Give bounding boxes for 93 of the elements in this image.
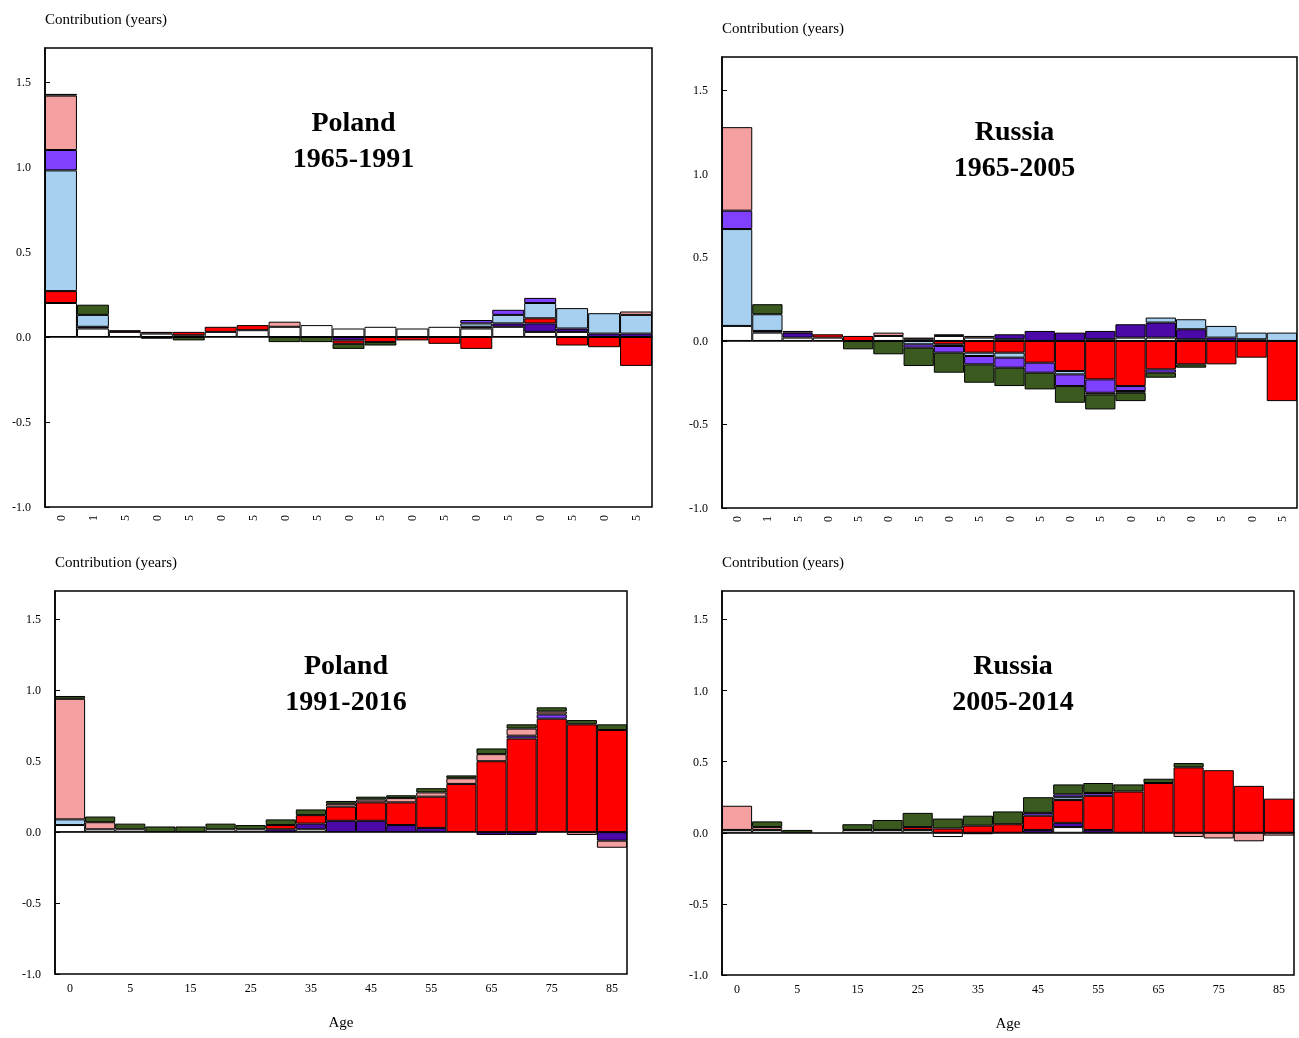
x-tick-label: 0 (820, 516, 835, 522)
y-tick-label: 1.5 (16, 75, 31, 89)
x-tick-label: 0 (469, 515, 484, 521)
y-tick-label: -0.5 (689, 896, 708, 911)
x-tick-label: 5 (501, 515, 516, 521)
y-tick-label: -0.5 (22, 896, 41, 911)
bar (536, 707, 567, 712)
x-tick-label: 25 (911, 982, 924, 996)
y-tick-label: 0.5 (693, 250, 708, 265)
x-tick-label: 0 (881, 516, 896, 522)
y-tick-label: 0.5 (26, 754, 41, 769)
x-tick-label: 5 (1153, 516, 1168, 522)
x-tick-label: 15 (851, 982, 864, 996)
x-tick-label: 65 (1152, 982, 1165, 996)
x-tick-label: 0 (213, 515, 228, 521)
x-tick-label: 0 (1123, 516, 1138, 522)
x-tick-label: 0 (533, 515, 548, 521)
x-tick-label: 15 (184, 981, 197, 995)
y-axis-title: Contribution (years) (722, 19, 845, 37)
y-tick-label: 0.5 (16, 245, 31, 259)
y-tick-label: -1.0 (22, 967, 41, 981)
x-tick-label: 35 (304, 981, 317, 995)
y-axis-title: Contribution (years) (55, 553, 178, 571)
x-tick-label: 5 (629, 515, 644, 521)
x-tick-label: 0 (597, 515, 612, 521)
x-tick-label: 5 (309, 515, 324, 521)
x-axis-title: Age (995, 1014, 1021, 1031)
x-tick-label: 0 (405, 515, 420, 521)
x-tick-label: 5 (851, 516, 866, 522)
y-tick-label: 0.0 (16, 330, 31, 344)
y-tick-label: 1.0 (693, 683, 708, 698)
x-tick-label: 5 (565, 515, 580, 521)
x-tick-label: 0 (1063, 516, 1078, 522)
x-tick-label: 0 (67, 981, 74, 995)
x-tick-label: 5 (794, 982, 801, 996)
x-tick-label: 75 (1212, 982, 1225, 996)
x-tick-label: 85 (605, 981, 618, 995)
x-tick-label: 55 (1092, 982, 1105, 996)
y-tick-label: -1.0 (689, 968, 708, 982)
x-tick-label: 45 (365, 981, 378, 995)
x-tick-label: 25 (244, 981, 257, 995)
y-tick-label: -1.0 (689, 501, 708, 515)
x-tick-label: 0 (277, 515, 292, 521)
x-tick-label: 0 (1244, 516, 1259, 522)
x-tick-label: 5 (117, 515, 132, 521)
y-tick-label: -0.5 (12, 415, 31, 429)
x-tick-label: 0 (53, 515, 68, 521)
x-tick-label: 0 (1184, 516, 1199, 522)
x-tick-label: 5 (437, 515, 452, 521)
x-tick-label: 5 (1214, 516, 1229, 522)
y-axis-title: Contribution (years) (722, 553, 845, 571)
x-tick-label: 5 (790, 516, 805, 522)
x-tick-label: 1 (760, 516, 775, 522)
x-tick-label: 45 (1032, 982, 1045, 996)
y-tick-label: 0.5 (693, 754, 708, 769)
x-tick-label: 5 (972, 516, 987, 522)
y-tick-label: -1.0 (12, 500, 31, 514)
x-tick-label: 65 (485, 981, 498, 995)
y-tick-label: 0.0 (693, 825, 708, 840)
y-tick-label: 1.0 (693, 166, 708, 181)
y-tick-label: 1.5 (693, 83, 708, 98)
x-tick-label: 5 (127, 981, 134, 995)
x-tick-label: 5 (1032, 516, 1047, 522)
text: Poland 1965-1991 (292, 105, 415, 173)
text: Russia 1965-2005 (953, 114, 1076, 182)
x-tick-label: 75 (545, 981, 558, 995)
x-tick-label: 5 (1274, 516, 1289, 522)
x-tick-label: 0 (730, 516, 745, 522)
x-tick-label: 5 (911, 516, 926, 522)
y-tick-label: 0.0 (26, 825, 41, 840)
x-tick-label: 1 (85, 515, 100, 521)
y-axis-title: Contribution (years) (45, 10, 168, 28)
x-tick-label: 5 (245, 515, 260, 521)
x-tick-label: 85 (1272, 982, 1285, 996)
x-tick-label: 0 (941, 516, 956, 522)
x-tick-label: 0 (1002, 516, 1017, 522)
x-tick-label: 0 (149, 515, 164, 521)
y-tick-label: -0.5 (689, 417, 708, 432)
y-tick-label: 1.0 (26, 683, 41, 698)
y-tick-label: 1.0 (16, 160, 31, 174)
x-tick-label: 5 (373, 515, 388, 521)
x-tick-label: 5 (1093, 516, 1108, 522)
text: Russia 2005-2014 (952, 648, 1074, 716)
x-tick-label: 0 (734, 982, 741, 996)
x-axis-title: Age (328, 1013, 354, 1030)
x-tick-label: 55 (425, 981, 438, 995)
x-tick-label: 35 (971, 982, 984, 996)
x-tick-label: 5 (181, 515, 196, 521)
text: Poland 1991-2016 (285, 648, 407, 716)
x-tick-label: 0 (341, 515, 356, 521)
y-tick-label: 1.5 (693, 612, 708, 627)
y-tick-label: 1.5 (26, 612, 41, 627)
y-tick-label: 0.0 (693, 333, 708, 348)
